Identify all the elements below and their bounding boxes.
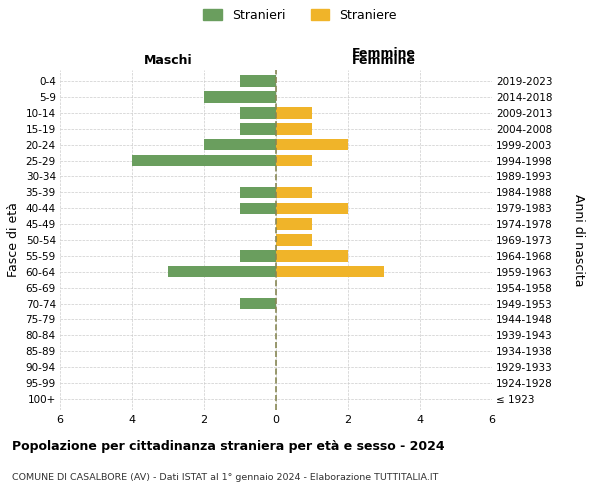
Bar xyxy=(276,107,312,118)
Y-axis label: Fasce di età: Fasce di età xyxy=(7,202,20,278)
Bar xyxy=(240,186,276,198)
Bar xyxy=(276,266,384,278)
Bar xyxy=(240,202,276,214)
Bar xyxy=(240,76,276,87)
Bar xyxy=(276,123,312,134)
Bar xyxy=(240,107,276,118)
Bar xyxy=(240,250,276,262)
Text: Popolazione per cittadinanza straniera per età e sesso - 2024: Popolazione per cittadinanza straniera p… xyxy=(12,440,445,453)
Bar xyxy=(276,218,312,230)
Bar xyxy=(276,250,348,262)
Bar xyxy=(276,202,348,214)
Bar xyxy=(168,266,276,278)
Text: Femmine: Femmine xyxy=(352,47,416,60)
Bar xyxy=(240,298,276,310)
Legend: Stranieri, Straniere: Stranieri, Straniere xyxy=(203,8,397,22)
Bar xyxy=(276,186,312,198)
Bar xyxy=(276,139,348,150)
Text: COMUNE DI CASALBORE (AV) - Dati ISTAT al 1° gennaio 2024 - Elaborazione TUTTITAL: COMUNE DI CASALBORE (AV) - Dati ISTAT al… xyxy=(12,473,439,482)
Text: Maschi: Maschi xyxy=(143,54,193,68)
Bar xyxy=(276,234,312,246)
Bar xyxy=(240,123,276,134)
Bar xyxy=(204,139,276,150)
Bar xyxy=(276,155,312,166)
Text: Femmine: Femmine xyxy=(352,54,416,68)
Bar xyxy=(204,92,276,102)
Y-axis label: Anni di nascita: Anni di nascita xyxy=(572,194,586,286)
Bar xyxy=(132,155,276,166)
